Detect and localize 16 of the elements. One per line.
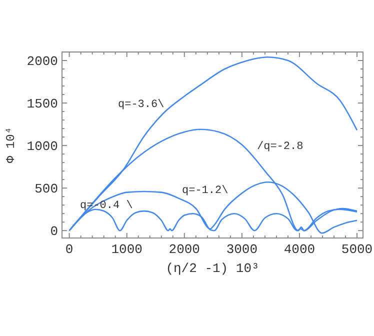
x-tick-label: 4000 <box>284 242 316 257</box>
y-tick-label: 2000 <box>26 54 58 70</box>
y-axis-title: Φ 10⁴ <box>4 126 18 164</box>
y-tick-label: 500 <box>34 182 58 197</box>
y-tick-label: 0 <box>50 224 58 240</box>
y-tick-label: 1500 <box>26 96 58 112</box>
x-tick-label: 5000 <box>341 242 373 257</box>
x-tick-label: 2000 <box>168 242 200 257</box>
annotation: q=-3.6\ <box>118 98 164 111</box>
y-tick-label: 1000 <box>26 139 58 154</box>
x-tick-label: 0 <box>65 242 74 257</box>
x-tick-label: 1000 <box>111 242 142 257</box>
x-axis-title: (η/2 -1) 10³ <box>166 261 260 276</box>
annotation: /q=-2.8 <box>257 140 304 153</box>
x-tick-label: 3000 <box>226 242 258 257</box>
annotation: q=-1.2\ <box>182 184 228 197</box>
